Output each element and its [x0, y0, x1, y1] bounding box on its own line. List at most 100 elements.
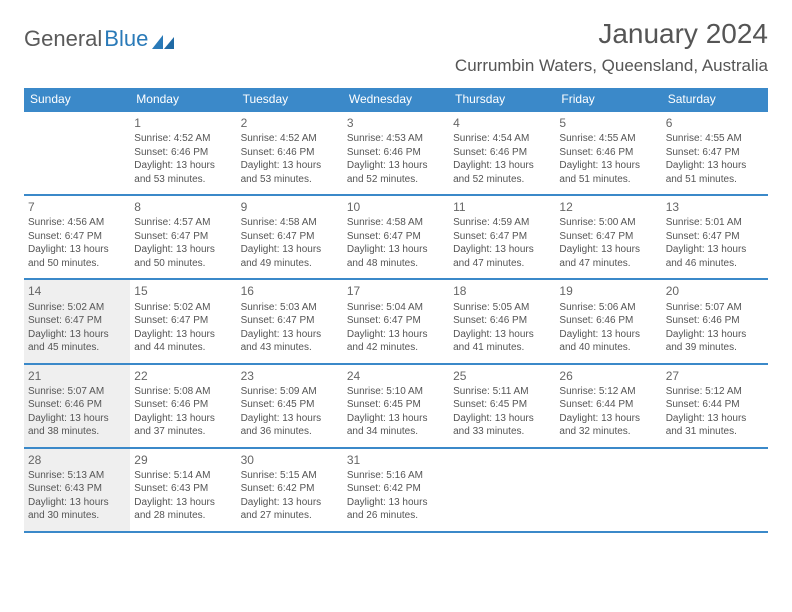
daylight-text: and 40 minutes. [559, 341, 657, 355]
day-header: Wednesday [343, 88, 449, 111]
day-cell [662, 448, 768, 532]
daylight-text: Daylight: 13 hours [559, 243, 657, 257]
week-row: 1Sunrise: 4:52 AMSunset: 6:46 PMDaylight… [24, 111, 768, 195]
daylight-text: and 53 minutes. [134, 173, 232, 187]
sunrise-text: Sunrise: 5:12 AM [666, 385, 764, 399]
sunrise-text: Sunrise: 5:04 AM [347, 301, 445, 315]
sunrise-text: Sunrise: 4:56 AM [28, 216, 126, 230]
sunset-text: Sunset: 6:46 PM [453, 314, 551, 328]
day-cell: 8Sunrise: 4:57 AMSunset: 6:47 PMDaylight… [130, 195, 236, 279]
sunset-text: Sunset: 6:44 PM [559, 398, 657, 412]
daylight-text: and 52 minutes. [453, 173, 551, 187]
day-cell: 3Sunrise: 4:53 AMSunset: 6:46 PMDaylight… [343, 111, 449, 195]
daylight-text: Daylight: 13 hours [241, 328, 339, 342]
day-cell: 29Sunrise: 5:14 AMSunset: 6:43 PMDayligh… [130, 448, 236, 532]
day-number: 16 [241, 283, 339, 299]
sunrise-text: Sunrise: 5:10 AM [347, 385, 445, 399]
day-cell: 4Sunrise: 4:54 AMSunset: 6:46 PMDaylight… [449, 111, 555, 195]
day-number: 11 [453, 199, 551, 215]
title-block: January 2024 Currumbin Waters, Queenslan… [455, 18, 768, 84]
day-header: Saturday [662, 88, 768, 111]
day-number: 18 [453, 283, 551, 299]
sunset-text: Sunset: 6:47 PM [28, 230, 126, 244]
day-number: 22 [134, 368, 232, 384]
daylight-text: and 46 minutes. [666, 257, 764, 271]
day-cell [449, 448, 555, 532]
sunset-text: Sunset: 6:45 PM [453, 398, 551, 412]
day-cell: 9Sunrise: 4:58 AMSunset: 6:47 PMDaylight… [237, 195, 343, 279]
sunset-text: Sunset: 6:47 PM [453, 230, 551, 244]
day-cell: 24Sunrise: 5:10 AMSunset: 6:45 PMDayligh… [343, 364, 449, 448]
sunrise-text: Sunrise: 5:05 AM [453, 301, 551, 315]
sunset-text: Sunset: 6:43 PM [134, 482, 232, 496]
daylight-text: Daylight: 13 hours [347, 412, 445, 426]
sunset-text: Sunset: 6:46 PM [347, 146, 445, 160]
daylight-text: and 45 minutes. [28, 341, 126, 355]
day-number: 29 [134, 452, 232, 468]
sunrise-text: Sunrise: 4:58 AM [347, 216, 445, 230]
day-number: 27 [666, 368, 764, 384]
sunrise-text: Sunrise: 5:02 AM [28, 301, 126, 315]
day-cell: 10Sunrise: 4:58 AMSunset: 6:47 PMDayligh… [343, 195, 449, 279]
week-row: 21Sunrise: 5:07 AMSunset: 6:46 PMDayligh… [24, 364, 768, 448]
logo-word-1: General [24, 26, 102, 52]
sail-icon [152, 29, 174, 43]
day-cell: 7Sunrise: 4:56 AMSunset: 6:47 PMDaylight… [24, 195, 130, 279]
day-number: 1 [134, 115, 232, 131]
day-number: 15 [134, 283, 232, 299]
day-number: 19 [559, 283, 657, 299]
daylight-text: and 51 minutes. [559, 173, 657, 187]
sunset-text: Sunset: 6:46 PM [453, 146, 551, 160]
sunrise-text: Sunrise: 5:09 AM [241, 385, 339, 399]
daylight-text: Daylight: 13 hours [28, 412, 126, 426]
sunset-text: Sunset: 6:44 PM [666, 398, 764, 412]
sunrise-text: Sunrise: 5:07 AM [28, 385, 126, 399]
daylight-text: Daylight: 13 hours [134, 328, 232, 342]
sunset-text: Sunset: 6:46 PM [134, 146, 232, 160]
daylight-text: Daylight: 13 hours [347, 496, 445, 510]
sunrise-text: Sunrise: 5:06 AM [559, 301, 657, 315]
month-title: January 2024 [455, 18, 768, 50]
day-cell: 25Sunrise: 5:11 AMSunset: 6:45 PMDayligh… [449, 364, 555, 448]
day-number: 21 [28, 368, 126, 384]
sunrise-text: Sunrise: 5:07 AM [666, 301, 764, 315]
day-cell: 23Sunrise: 5:09 AMSunset: 6:45 PMDayligh… [237, 364, 343, 448]
day-number: 30 [241, 452, 339, 468]
sunrise-text: Sunrise: 5:02 AM [134, 301, 232, 315]
sunrise-text: Sunrise: 5:16 AM [347, 469, 445, 483]
daylight-text: Daylight: 13 hours [666, 159, 764, 173]
daylight-text: Daylight: 13 hours [241, 412, 339, 426]
sunset-text: Sunset: 6:47 PM [134, 230, 232, 244]
day-number: 23 [241, 368, 339, 384]
day-cell: 16Sunrise: 5:03 AMSunset: 6:47 PMDayligh… [237, 279, 343, 363]
sunset-text: Sunset: 6:47 PM [241, 230, 339, 244]
day-number: 8 [134, 199, 232, 215]
sunset-text: Sunset: 6:47 PM [28, 314, 126, 328]
sunrise-text: Sunrise: 5:14 AM [134, 469, 232, 483]
sunset-text: Sunset: 6:47 PM [666, 230, 764, 244]
daylight-text: Daylight: 13 hours [347, 243, 445, 257]
daylight-text: and 34 minutes. [347, 425, 445, 439]
day-number: 12 [559, 199, 657, 215]
day-cell: 30Sunrise: 5:15 AMSunset: 6:42 PMDayligh… [237, 448, 343, 532]
daylight-text: and 47 minutes. [453, 257, 551, 271]
daylight-text: and 41 minutes. [453, 341, 551, 355]
day-cell: 17Sunrise: 5:04 AMSunset: 6:47 PMDayligh… [343, 279, 449, 363]
daylight-text: Daylight: 13 hours [134, 159, 232, 173]
week-row: 7Sunrise: 4:56 AMSunset: 6:47 PMDaylight… [24, 195, 768, 279]
daylight-text: and 48 minutes. [347, 257, 445, 271]
daylight-text: Daylight: 13 hours [28, 243, 126, 257]
day-cell: 26Sunrise: 5:12 AMSunset: 6:44 PMDayligh… [555, 364, 661, 448]
sunrise-text: Sunrise: 5:15 AM [241, 469, 339, 483]
sunset-text: Sunset: 6:42 PM [241, 482, 339, 496]
day-number: 20 [666, 283, 764, 299]
day-number: 7 [28, 199, 126, 215]
day-number: 5 [559, 115, 657, 131]
day-cell: 6Sunrise: 4:55 AMSunset: 6:47 PMDaylight… [662, 111, 768, 195]
daylight-text: Daylight: 13 hours [666, 412, 764, 426]
day-cell: 14Sunrise: 5:02 AMSunset: 6:47 PMDayligh… [24, 279, 130, 363]
sunset-text: Sunset: 6:45 PM [347, 398, 445, 412]
sunset-text: Sunset: 6:46 PM [559, 146, 657, 160]
day-number: 3 [347, 115, 445, 131]
daylight-text: and 26 minutes. [347, 509, 445, 523]
